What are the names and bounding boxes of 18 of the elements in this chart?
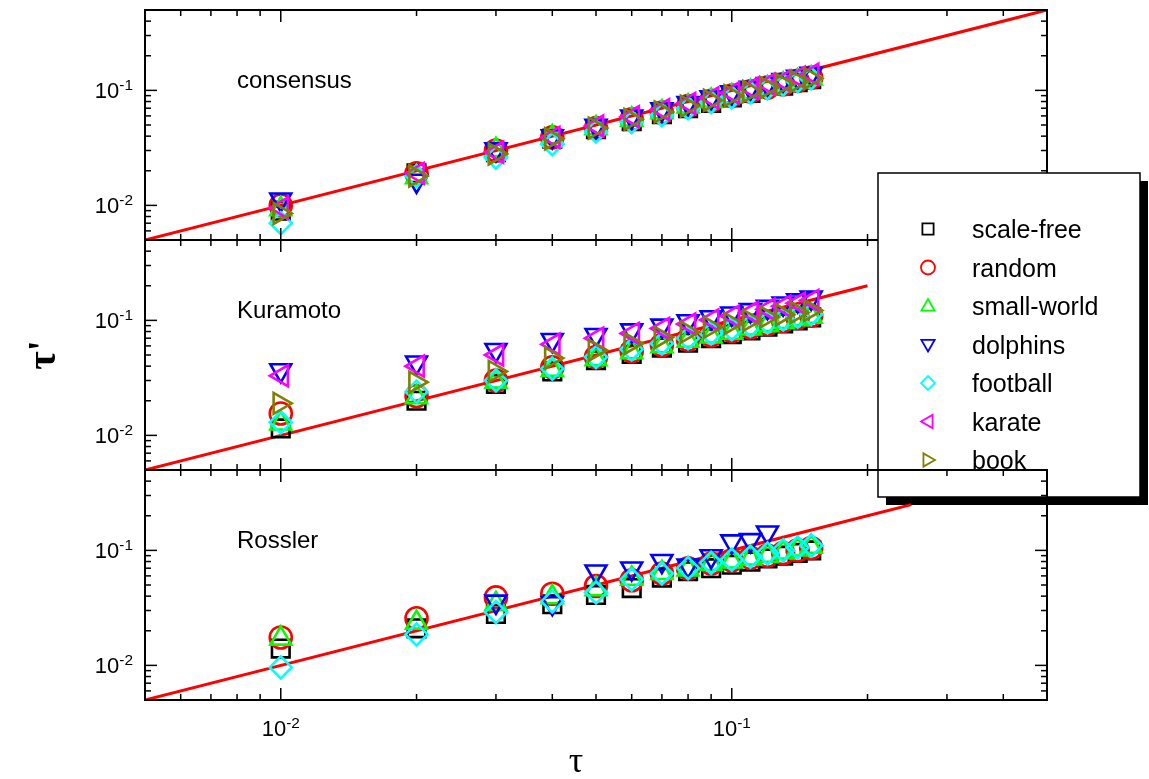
text: Kuramoto — [237, 296, 342, 323]
legend-label: book — [972, 446, 1027, 474]
y-axis-title: τ' — [19, 340, 64, 370]
text: Rossler — [237, 526, 319, 553]
x-axis-title: τ — [568, 740, 584, 779]
text: consensus — [237, 66, 352, 93]
y-tick-label: 10$^{-2}$ — [94, 420, 133, 449]
y-tick-label: 10$^{-2}$ — [94, 650, 133, 679]
y-tick-label: 10$^{-1}$ — [94, 75, 133, 104]
legend-label: dolphins — [972, 330, 1066, 359]
y-tick-label: 10$^{-1}$ — [94, 535, 133, 564]
y-tick-label: 10$^{-1}$ — [94, 305, 133, 334]
legend-label: scale-free — [972, 215, 1082, 243]
legend-label: football — [972, 369, 1053, 397]
legend-label: small-world — [972, 292, 1099, 320]
legend-label: karate — [972, 407, 1042, 436]
y-tick-label: 10$^{-2}$ — [94, 190, 133, 219]
legend-label: random — [972, 253, 1057, 282]
